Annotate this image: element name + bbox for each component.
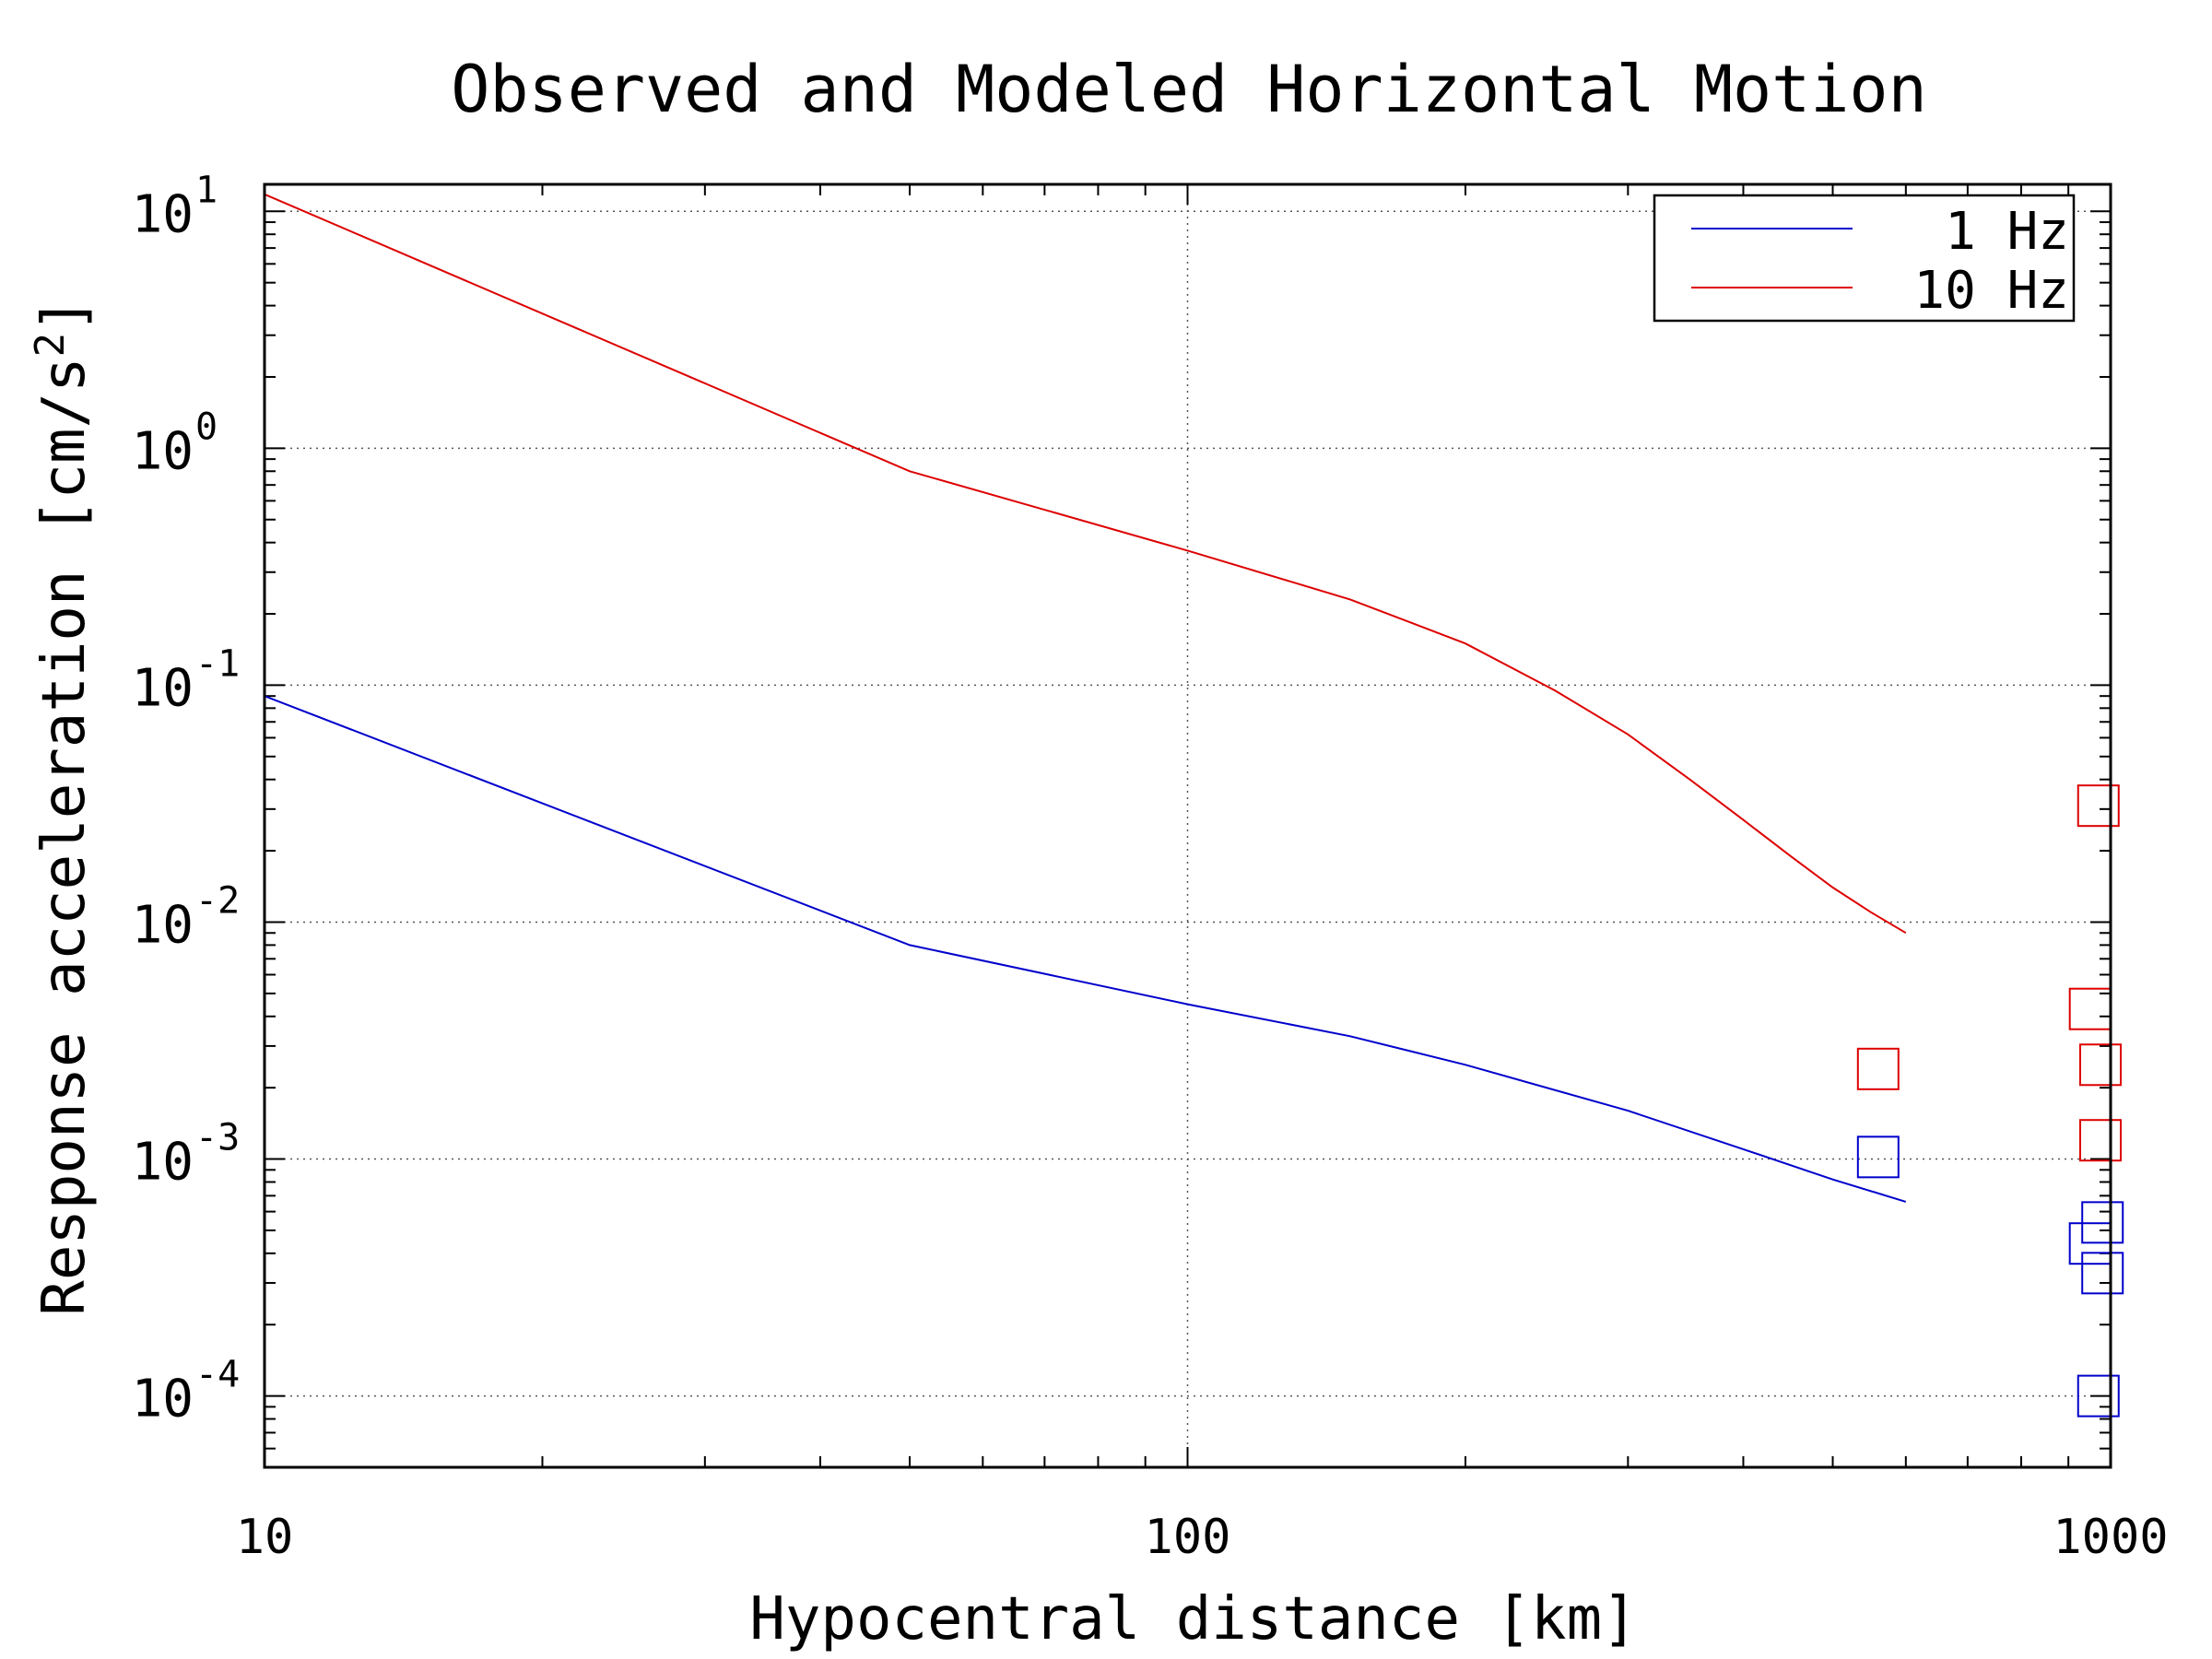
y-tick-label-exponent: -4 xyxy=(195,1354,240,1396)
plot-frame xyxy=(263,182,2112,1469)
y-tick-label-base: 10 xyxy=(132,658,194,718)
y-tick-label-base: 10 xyxy=(132,1133,194,1193)
y-tick-label: 10 1 xyxy=(132,169,218,244)
y-tick-label-base: 10 xyxy=(132,895,194,955)
observed-marker-1hz xyxy=(2077,1374,2120,1418)
y-tick-label-base: 10 xyxy=(132,184,194,244)
y-axis-label: Response acceleration [cm/s2] xyxy=(27,297,99,1315)
series-line-10hz xyxy=(264,193,1907,935)
y-tick-label: 10 -1 xyxy=(132,642,241,718)
legend-label-1hz: 1 Hz xyxy=(1945,202,2069,262)
legend-box xyxy=(1653,194,2076,323)
series-line-1hz xyxy=(264,695,1907,1203)
y-axis-label-text: Response acceleration [cm/s xyxy=(30,357,100,1316)
y-tick-label: 10 -4 xyxy=(132,1354,241,1430)
observed-marker-10hz xyxy=(2078,1043,2122,1087)
y-tick-label-exponent: -1 xyxy=(195,642,240,685)
grid-lines xyxy=(264,184,2112,1467)
observed-marker-1hz xyxy=(1856,1135,1900,1179)
observed-markers xyxy=(1856,784,2124,1418)
y-tick-label-exponent: 0 xyxy=(195,406,218,448)
observed-marker-1hz xyxy=(2081,1252,2124,1295)
x-tick-label: 100 xyxy=(1145,1510,1231,1565)
x-tick-label: 1000 xyxy=(2053,1510,2168,1565)
observed-marker-10hz xyxy=(2078,1119,2122,1162)
y-tick-label: 10 0 xyxy=(132,406,218,481)
x-tick-label: 10 xyxy=(236,1510,294,1565)
y-axis-label-close: ] xyxy=(30,297,100,333)
chart-title: Observed and Modeled Horizontal Motion xyxy=(451,52,1927,127)
x-tick-labels: 10 100 1000 xyxy=(236,1510,2169,1565)
y-tick-label: 10 -2 xyxy=(132,879,241,955)
series-lines xyxy=(264,193,1907,1203)
y-tick-label: 10 -3 xyxy=(132,1117,241,1193)
y-tick-label-exponent: -3 xyxy=(195,1117,240,1159)
observed-marker-10hz xyxy=(1856,1047,1900,1090)
y-tick-label-base: 10 xyxy=(132,421,194,481)
observed-marker-1hz xyxy=(2081,1201,2124,1244)
legend-label-10hz: 10 Hz xyxy=(1913,261,2069,321)
y-tick-label-base: 10 xyxy=(132,1370,194,1430)
y-tick-label-exponent: -2 xyxy=(195,879,240,922)
y-tick-label-exponent: 1 xyxy=(195,169,218,211)
axis-ticks xyxy=(264,184,2112,1468)
observed-marker-10hz xyxy=(2068,987,2112,1030)
x-axis-label: Hypocentral distance [km] xyxy=(749,1585,1638,1653)
legend: 1 Hz 10 Hz xyxy=(1653,194,2076,323)
y-axis-label-exponent: 2 xyxy=(26,332,74,358)
observed-marker-10hz xyxy=(2077,784,2120,828)
